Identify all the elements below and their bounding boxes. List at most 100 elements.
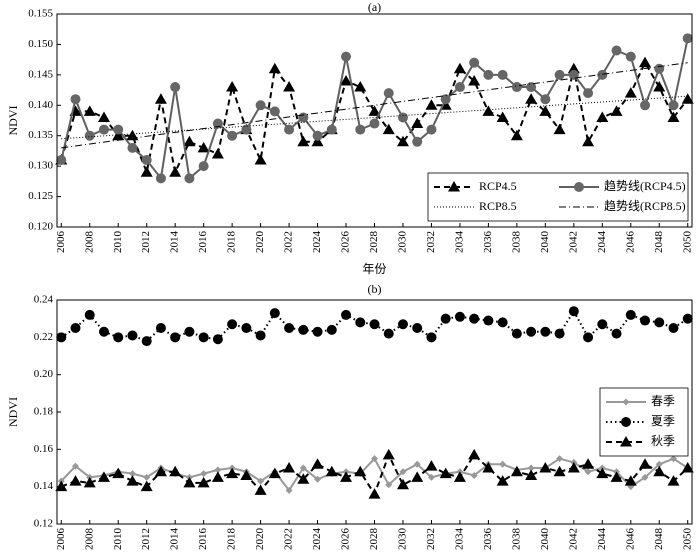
marker [98,326,109,337]
marker [639,458,652,469]
marker [483,315,494,326]
marker [597,69,608,80]
marker [298,112,309,123]
marker [283,81,296,92]
y-tick-label: 0.140 [28,99,53,111]
legend-label: 秋季 [651,434,675,448]
marker [368,488,381,499]
marker [169,465,182,477]
marker [426,332,437,343]
x-tick-label: 2028 [368,528,380,551]
y-tick-label: 0.135 [28,129,53,141]
marker [84,309,95,320]
marker [470,471,478,479]
marker [255,100,266,111]
marker [285,486,293,494]
x-tick-label: 2018 [226,528,238,551]
marker [184,173,195,184]
marker [525,93,538,104]
marker [355,124,366,135]
marker [341,309,352,320]
marker [469,57,480,68]
marker [127,142,138,153]
marker [268,467,281,479]
marker [227,319,238,330]
y-tick-label: 0.16 [34,443,54,455]
marker [511,82,522,93]
marker [554,69,565,80]
legend-box [599,387,689,457]
marker [567,462,580,473]
marker [553,465,566,477]
y-axis-label: NDVI [6,397,20,427]
x-tick-label: 2008 [83,528,95,551]
marker [482,105,495,116]
x-tick-label: 2034 [453,231,465,254]
marker [97,111,110,122]
marker [611,45,622,56]
marker [526,82,537,93]
marker [297,473,310,484]
marker [226,467,239,479]
marker [596,467,609,479]
marker [297,135,310,147]
x-tick-label: 2042 [567,528,579,550]
marker [526,326,537,337]
marker [411,471,424,482]
marker [97,471,110,482]
marker [624,475,637,486]
marker [611,328,622,339]
marker [155,323,166,333]
x-tick-label: 2028 [368,231,380,254]
marker [257,477,265,485]
marker [312,326,323,337]
marker [268,62,281,74]
marker [454,82,465,93]
marker [112,467,125,479]
marker [355,317,366,328]
marker [440,313,451,324]
x-tick-label: 2016 [197,528,209,551]
marker [113,124,124,135]
marker [98,124,109,135]
y-tick-label: 0.120 [28,221,53,233]
marker [83,105,96,116]
marker [468,448,481,460]
marker [411,117,424,129]
y-tick-label: 0.150 [28,38,53,50]
marker [154,465,167,477]
x-tick-label: 2008 [83,231,95,254]
marker [397,112,408,123]
marker [369,118,380,129]
marker [540,326,551,337]
marker [468,74,481,86]
x-tick-label: 2030 [397,528,409,551]
marker [70,323,81,333]
marker [56,332,67,343]
legend-label: 春季 [651,394,675,408]
marker [583,332,594,343]
marker [567,62,580,74]
x-tick-label: 2034 [453,528,465,551]
marker [510,129,523,141]
marker [539,105,552,116]
legend-box [427,172,689,222]
marker [625,51,636,62]
x-tick-label: 2020 [254,231,266,254]
marker [667,475,680,486]
marker [184,326,195,337]
legend-label: 夏季 [651,414,675,428]
marker [499,460,507,468]
marker [227,130,238,141]
marker [427,473,435,481]
marker [214,466,222,474]
marker [426,124,437,135]
marker [127,330,138,341]
marker [56,155,67,166]
panel-title: (a) [368,0,381,14]
marker [682,33,693,44]
marker [141,155,152,166]
marker [354,81,367,92]
marker [412,323,423,333]
y-tick-label: 0.18 [34,406,54,418]
